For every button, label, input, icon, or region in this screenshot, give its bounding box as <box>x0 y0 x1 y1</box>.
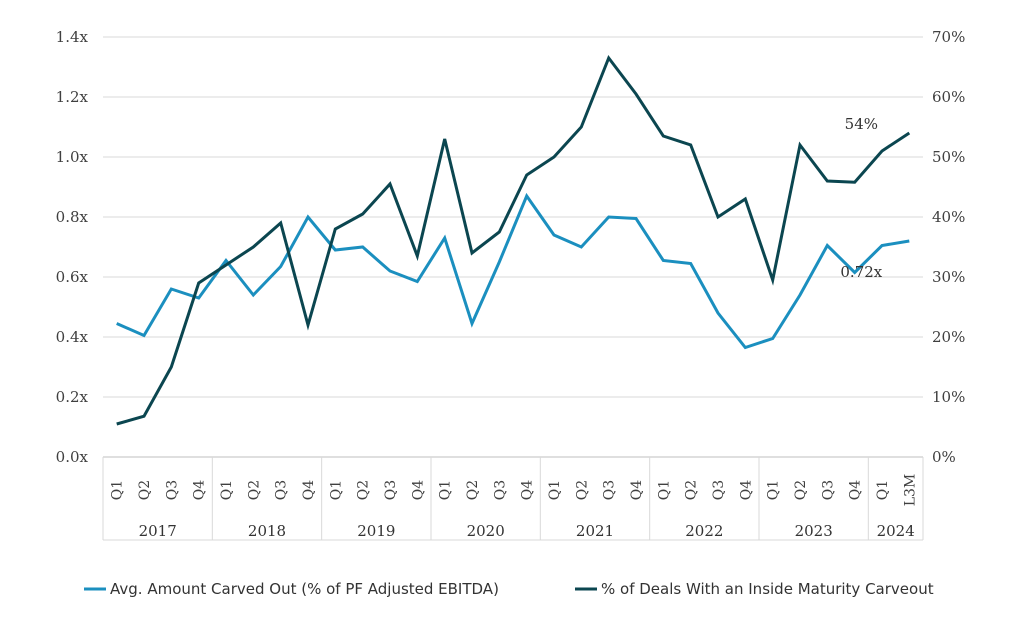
y-left-tick-label: 1.2x <box>56 88 89 106</box>
x-tick-label: Q3 <box>602 480 618 500</box>
grid-lines <box>103 36 923 398</box>
x-tick-label: Q4 <box>629 480 645 500</box>
y-right-tick-label: 20% <box>932 328 965 346</box>
x-tick-label: Q2 <box>246 480 262 500</box>
x-tick-label: Q3 <box>164 480 180 500</box>
x-tick-label: Q1 <box>110 480 126 500</box>
y-left-tick-label: 0.8x <box>56 208 89 226</box>
y-left-tick-label: 0.4x <box>56 328 89 346</box>
x-axis: Q1 Q2 Q3 Q4 Q1 Q2 Q3 Q4 Q1 Q2 Q3 Q4 Q1 Q2 Q3 Q4 Q1 Q2 Q3 Q4… <box>102 456 924 541</box>
y-left-tick-label: 0.6x <box>56 268 89 286</box>
x-group-label: 2021 <box>576 522 614 540</box>
x-group-label: 2022 <box>685 522 723 540</box>
x-tick-label: Q3 <box>820 480 836 500</box>
x-tick-label: Q1 <box>875 480 891 500</box>
x-group-label: 2017 <box>139 522 177 540</box>
legend: Avg. Amount Carved Out (% of PF Adjusted… <box>84 580 934 598</box>
x-tick-label: Q3 <box>383 480 399 500</box>
x-group-label: 2023 <box>795 522 833 540</box>
x-tick-label: Q1 <box>438 480 454 500</box>
x-tick-label: Q2 <box>137 480 153 500</box>
x-tick-label: Q1 <box>656 480 672 500</box>
data-label: 0.72x <box>840 263 882 281</box>
y-right-tick-label: 30% <box>932 268 965 286</box>
y-right-tick-label: 60% <box>932 88 965 106</box>
x-group-label: 2018 <box>248 522 286 540</box>
x-tick-label: Q2 <box>684 480 700 500</box>
y-right-tick-label: 70% <box>932 28 965 46</box>
annotations: 54% 0.72x <box>840 115 882 281</box>
x-tick-label: Q4 <box>520 480 536 500</box>
x-tick-label: Q4 <box>192 480 208 500</box>
x-tick-label: Q2 <box>793 480 809 500</box>
x-tick-label: Q2 <box>574 480 590 500</box>
series-line-1 <box>116 192 910 350</box>
y-right-tick-label: 40% <box>932 208 965 226</box>
series-lines <box>116 54 911 426</box>
x-tick-label: Q2 <box>356 480 372 500</box>
x-group-label: 2024 <box>877 522 915 540</box>
x-group-label: 2019 <box>357 522 395 540</box>
x-tick-label: Q1 <box>547 480 563 500</box>
legend-label-2: % of Deals With an Inside Maturity Carve… <box>601 580 934 598</box>
x-tick-label: L3M <box>902 474 918 507</box>
x-tick-label: Q1 <box>219 480 235 500</box>
series-line-2 <box>116 54 911 426</box>
x-tick-label: Q3 <box>711 480 727 500</box>
x-tick-label: Q4 <box>848 480 864 500</box>
data-label: 54% <box>845 115 878 133</box>
x-tick-label: Q3 <box>492 480 508 500</box>
y-right-tick-label: 0% <box>932 448 956 466</box>
y-left-tick-label: 1.0x <box>56 148 89 166</box>
x-tick-label: Q2 <box>465 480 481 500</box>
y-axis-right: 0% 10% 20% 30% 40% 50% 60% 70% <box>932 28 965 466</box>
y-right-tick-label: 50% <box>932 148 965 166</box>
x-tick-label: Q3 <box>274 480 290 500</box>
x-tick-label: Q1 <box>766 480 782 500</box>
x-group-label: 2020 <box>467 522 505 540</box>
y-left-tick-label: 0.0x <box>56 448 89 466</box>
x-tick-label: Q1 <box>328 480 344 500</box>
y-axis-left: 0.0x 0.2x 0.4x 0.6x 0.8x 1.0x 1.2x 1.4x <box>56 28 89 466</box>
x-tick-label: Q4 <box>738 480 754 500</box>
x-tick-label: Q4 <box>301 480 317 500</box>
y-right-tick-label: 10% <box>932 388 965 406</box>
y-left-tick-label: 1.4x <box>56 28 89 46</box>
legend-label-1: Avg. Amount Carved Out (% of PF Adjusted… <box>110 580 499 598</box>
x-tick-label: Q4 <box>410 480 426 500</box>
y-left-tick-label: 0.2x <box>56 388 89 406</box>
